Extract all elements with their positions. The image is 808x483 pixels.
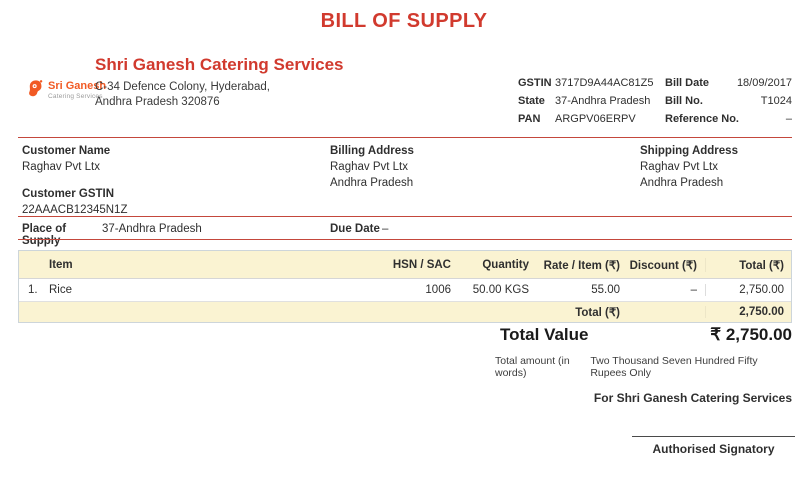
company-address-line1: C-34 Defence Colony, Hyderabad, [95,81,270,93]
state-value: 37-Andhra Pradesh [555,95,651,107]
authorised-signatory-label: Authorised Signatory [652,442,775,456]
header-discount: Discount (₹) [629,259,697,272]
customer-name-value: Raghav Pvt Ltx [22,161,100,173]
reference-no-value: – [785,113,792,125]
company-block: Shri Ganesh Catering Services C-34 Defen… [95,55,344,110]
shipping-address-label: Shipping Address [640,145,738,157]
customer-gstin-value: 22AAACB12345N1Z [22,204,128,216]
billing-address-label: Billing Address [330,145,414,157]
shipping-address: Shipping Address Raghav Pvt Ltx Andhra P… [640,143,738,191]
row-quantity: 50.00 KGS [472,284,529,296]
meta-row-gstin: GSTIN 3717D9A44AC81Z5 Bill Date 18/09/20… [518,77,792,95]
due-date-value: – [382,223,389,235]
ganesh-logo-icon [27,79,44,98]
header-total: Total (₹) [705,257,791,272]
header-hsn: HSN / SAC [392,258,451,271]
items-table-header: Item HSN / SAC Quantity Rate / Item (₹) … [19,251,791,279]
state-label: State [518,95,545,107]
logo-text: Sri Ganesh Catering Services [48,79,107,101]
meta-row-pan: PAN ARGPV06ERPV Reference No. – [518,113,792,131]
pan-label: PAN [518,113,541,125]
row-total: 2,750.00 [705,284,791,296]
divider-rule-middle [18,216,792,217]
signature-block: Authorised Signatory [632,436,795,456]
bill-meta: GSTIN 3717D9A44AC81Z5 Bill Date 18/09/20… [518,77,792,131]
gstin-value: 3717D9A44AC81Z5 [555,77,654,89]
row-discount: – [690,284,697,296]
place-of-supply-value: 37-Andhra Pradesh [102,223,202,235]
due-date-label: Due Date [330,223,380,235]
header-quantity: Quantity [482,258,529,271]
bill-date-value: 18/09/2017 [736,77,792,89]
bill-no-value: T1024 [760,95,792,107]
customer-name-label: Customer Name [22,145,111,157]
billing-address: Billing Address Raghav Pvt Ltx Andhra Pr… [330,143,414,191]
company-logo: Sri Ganesh Catering Services [27,79,106,100]
shipping-address-line2: Andhra Pradesh [640,177,724,189]
shipping-address-line1: Raghav Pvt Ltx [640,161,718,173]
place-of-supply-row: Place of Supply 37-Andhra Pradesh Due Da… [22,223,792,247]
page-title: BILL OF SUPPLY [320,10,488,32]
amount-in-words-value: Two Thousand Seven Hundred Fifty Rupees … [590,355,758,379]
row-rate: 55.00 [591,284,620,296]
gstin-label: GSTIN [518,77,552,89]
place-of-supply-label: Place of Supply [22,223,67,247]
total-value-row: Total Value ₹ 2,750.00 [500,325,792,345]
amount-in-words-row: Total amount (in words) Two Thousand Sev… [495,355,792,379]
header-item: Item [49,258,73,271]
table-total-row: Total (₹) 2,750.00 [19,302,791,322]
row-hsn: 1006 [425,284,451,296]
customer-details: Customer Name Raghav Pvt Ltx Customer GS… [22,143,127,218]
items-table: Item HSN / SAC Quantity Rate / Item (₹) … [18,250,792,323]
amount-in-words-label: Total amount (in words) [495,355,570,379]
billing-address-line2: Andhra Pradesh [330,177,414,189]
divider-rule-bottom [18,239,792,240]
bill-date-label: Bill Date [665,77,710,89]
pan-value: ARGPV06ERPV [555,113,636,125]
total-value-label: Total Value [500,325,589,344]
logo-name: Sri Ganesh [48,80,107,92]
customer-gstin-label: Customer GSTIN [22,188,115,200]
row-sno: 1. [28,284,38,296]
for-company-label: For Shri Ganesh Catering Services [593,391,792,405]
billing-address-line1: Raghav Pvt Ltx [330,161,408,173]
header-rate: Rate / Item (₹) [543,259,620,272]
reference-no-label: Reference No. [665,113,739,125]
logo-tagline: Catering Services [48,93,103,100]
meta-row-state: State 37-Andhra Pradesh Bill No. T1024 [518,95,792,113]
company-name: Shri Ganesh Catering Services [95,55,344,74]
row-item: Rice [49,284,73,296]
divider-rule-top [18,137,792,138]
company-address-line2: Andhra Pradesh 320876 [95,96,220,108]
bill-no-label: Bill No. [665,95,703,107]
table-row: 1. Rice 1006 50.00 KGS 55.00 – 2,750.00 [19,279,791,302]
table-total-label: Total (₹) [575,307,620,319]
total-value-amount: ₹ 2,750.00 [710,325,792,344]
table-total-value: 2,750.00 [705,306,791,318]
